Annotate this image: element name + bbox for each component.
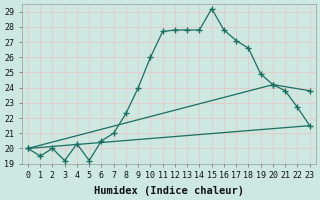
X-axis label: Humidex (Indice chaleur): Humidex (Indice chaleur) [94, 186, 244, 196]
